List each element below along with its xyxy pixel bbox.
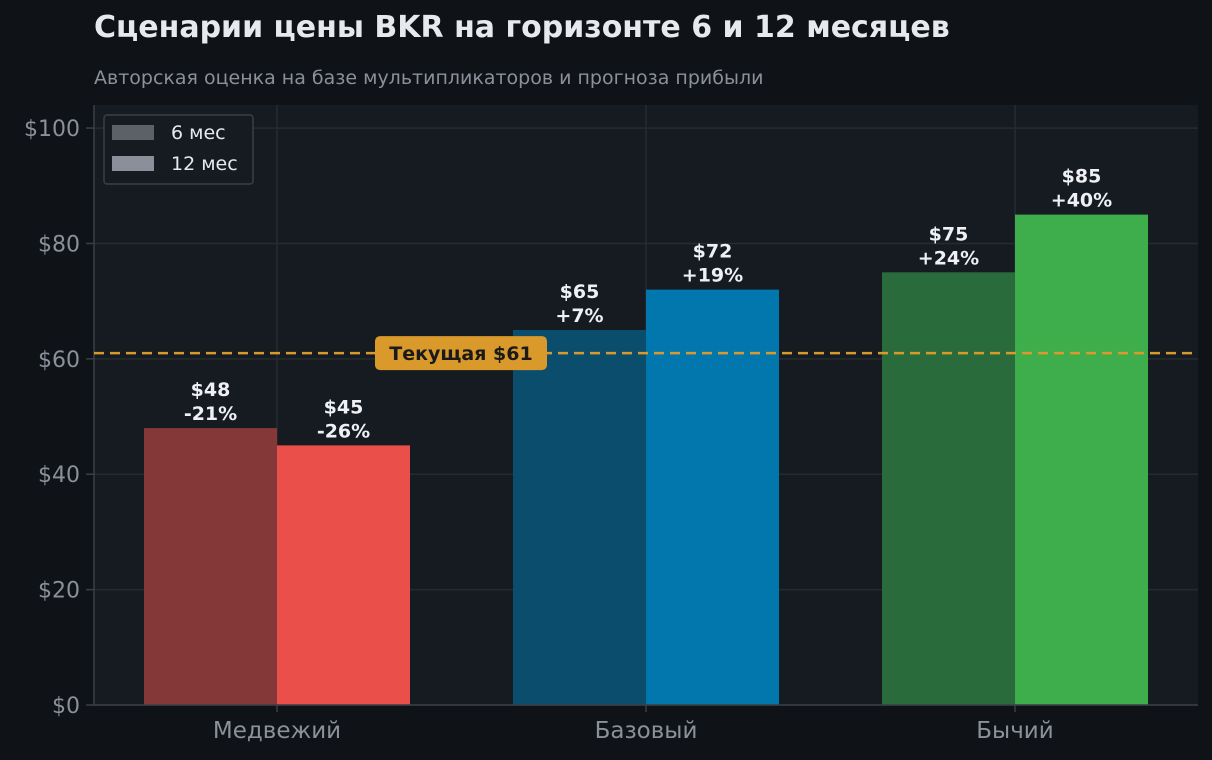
bar-change-label: +40%: [1051, 190, 1112, 212]
x-tick-label: Медвежий: [213, 718, 341, 744]
bar: [144, 428, 277, 705]
chart-title: Сценарии цены BKR на горизонте 6 и 12 ме…: [94, 10, 950, 45]
current-price-badge: [375, 336, 547, 371]
y-tick-label: $0: [52, 694, 80, 719]
bar-change-label: +7%: [555, 305, 603, 327]
y-tick-label: $80: [38, 232, 80, 257]
bar-change-label: +19%: [682, 265, 743, 287]
bar: [1015, 214, 1148, 705]
bar-value-label: $85: [1062, 166, 1102, 188]
legend-label: 12 мес: [171, 153, 238, 175]
current-price-label: Текущая $61: [389, 343, 532, 365]
bar: [646, 289, 779, 705]
bar: [882, 272, 1015, 705]
legend-swatch: [112, 156, 154, 171]
y-tick-label: $100: [24, 117, 80, 142]
bar-change-label: +24%: [918, 247, 979, 269]
y-tick-label: $20: [38, 579, 80, 604]
legend-label: 6 мес: [171, 122, 226, 144]
x-tick-label: Базовый: [595, 718, 698, 744]
bar-value-label: $75: [929, 223, 969, 245]
bar-value-label: $48: [191, 379, 231, 401]
bar: [277, 445, 410, 705]
bar-value-label: $45: [324, 396, 364, 418]
bar-value-label: $65: [560, 281, 600, 303]
legend-swatch: [112, 125, 154, 140]
bar-change-label: -26%: [317, 420, 370, 442]
bar-change-label: -21%: [184, 403, 237, 425]
y-tick-label: $60: [38, 348, 80, 373]
bar: [513, 330, 646, 705]
bar-value-label: $72: [693, 241, 733, 263]
x-tick-label: Бычий: [976, 718, 1053, 744]
chart-subtitle: Авторская оценка на базе мультипликаторо…: [94, 67, 764, 89]
y-tick-label: $40: [38, 463, 80, 488]
